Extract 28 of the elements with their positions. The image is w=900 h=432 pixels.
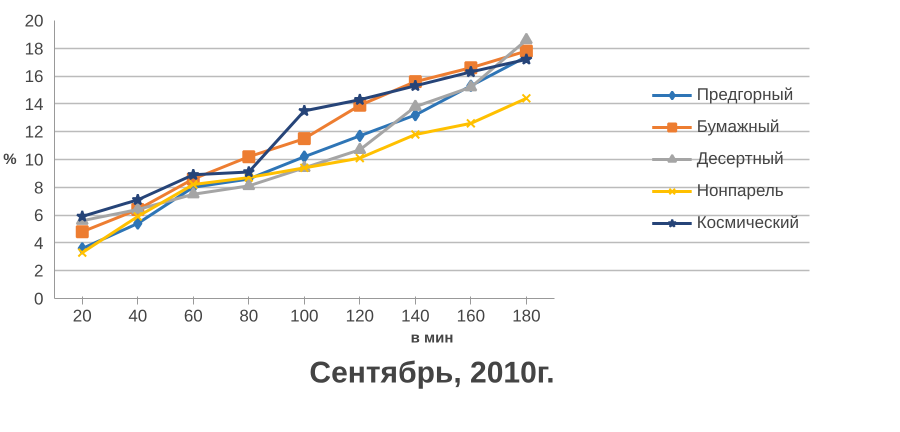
x-tick-label: 140: [401, 306, 430, 326]
x-tick-label: 80: [239, 306, 258, 326]
legend-label: Десертный: [696, 149, 784, 169]
y-tick-label: 18: [24, 39, 44, 58]
text: Сентябрь, 2010г.: [309, 356, 555, 390]
x-axis-title: в мин: [410, 330, 454, 346]
y-tick-label: 12: [24, 122, 44, 142]
x-tick-label: 120: [346, 306, 374, 326]
legend-label: Космический: [696, 213, 799, 233]
legend-label: Предгорный: [696, 85, 794, 105]
x-tick-label: 160: [456, 306, 486, 326]
x-tick-label: 60: [184, 306, 203, 326]
y-axis-title: %: [3, 151, 17, 168]
y-tick-label: 16: [24, 67, 44, 86]
y-tick-label: 10: [24, 150, 44, 170]
y-tick-label: 0: [34, 290, 44, 308]
y-tick-label: 20: [24, 12, 44, 30]
y-tick-label: 2: [34, 262, 44, 281]
y-tick-label: 6: [34, 206, 44, 226]
x-tick-label: 100: [290, 306, 319, 326]
x-tick-label: 40: [128, 306, 148, 326]
y-tick-label: 14: [24, 94, 44, 114]
y-tick-label: 8: [34, 178, 44, 198]
y-tick-label: 4: [34, 234, 44, 253]
legend-label: Бумажный: [696, 117, 780, 137]
x-tick-label: 20: [72, 306, 92, 326]
legend-label: Нонпарель: [696, 181, 784, 201]
x-tick-label: 180: [512, 306, 541, 326]
